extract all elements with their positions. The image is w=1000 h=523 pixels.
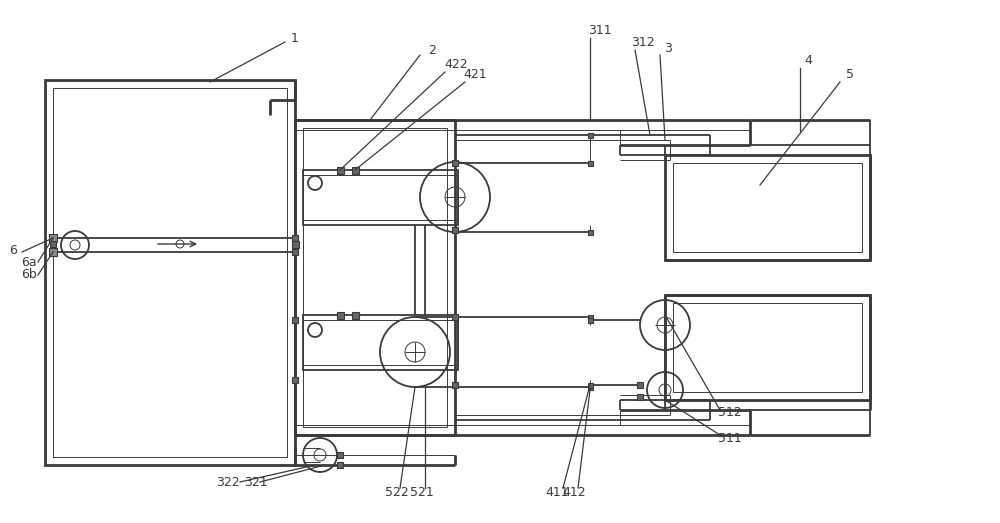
- Bar: [292, 317, 298, 323]
- Bar: [352, 166, 358, 174]
- Bar: [637, 394, 643, 400]
- Bar: [49, 248, 57, 256]
- Bar: [337, 462, 343, 468]
- Bar: [452, 382, 458, 388]
- Bar: [292, 249, 298, 255]
- Bar: [292, 377, 298, 383]
- Bar: [637, 382, 643, 388]
- Text: 6b: 6b: [21, 268, 37, 281]
- Text: 511: 511: [718, 431, 742, 445]
- Bar: [452, 227, 458, 233]
- Bar: [303, 128, 447, 427]
- Bar: [588, 132, 592, 138]
- Bar: [588, 382, 592, 388]
- Text: 512: 512: [718, 406, 742, 419]
- Bar: [336, 312, 344, 319]
- Bar: [352, 312, 358, 319]
- Bar: [588, 161, 592, 165]
- Text: 321: 321: [244, 476, 268, 490]
- Text: 5: 5: [846, 67, 854, 81]
- Bar: [673, 303, 862, 392]
- Bar: [665, 155, 870, 260]
- Bar: [303, 315, 458, 370]
- Bar: [50, 241, 56, 247]
- Bar: [295, 120, 455, 435]
- Bar: [53, 88, 287, 457]
- Text: 6a: 6a: [21, 256, 37, 268]
- Text: 311: 311: [588, 24, 612, 37]
- Text: 522: 522: [385, 485, 409, 498]
- Bar: [292, 241, 298, 247]
- Bar: [452, 314, 458, 320]
- Text: 412: 412: [562, 485, 586, 498]
- Text: 521: 521: [410, 485, 434, 498]
- Text: 3: 3: [664, 41, 672, 54]
- Bar: [588, 317, 592, 323]
- Bar: [337, 452, 343, 458]
- Bar: [588, 384, 592, 390]
- Bar: [665, 295, 870, 400]
- Bar: [303, 170, 458, 225]
- Text: 421: 421: [463, 69, 487, 82]
- Bar: [303, 175, 458, 220]
- Bar: [49, 234, 57, 242]
- Bar: [336, 166, 344, 174]
- Bar: [303, 320, 458, 365]
- Text: 6: 6: [9, 244, 17, 256]
- Bar: [292, 235, 298, 241]
- Text: 4: 4: [804, 53, 812, 66]
- Text: 312: 312: [631, 36, 655, 49]
- Text: 1: 1: [291, 31, 299, 44]
- Text: 322: 322: [216, 476, 240, 490]
- Bar: [673, 163, 862, 252]
- Text: 422: 422: [444, 59, 468, 72]
- Bar: [452, 160, 458, 166]
- Bar: [45, 80, 295, 465]
- Bar: [588, 230, 592, 234]
- Bar: [588, 314, 592, 320]
- Text: 2: 2: [428, 43, 436, 56]
- Text: 411: 411: [545, 485, 569, 498]
